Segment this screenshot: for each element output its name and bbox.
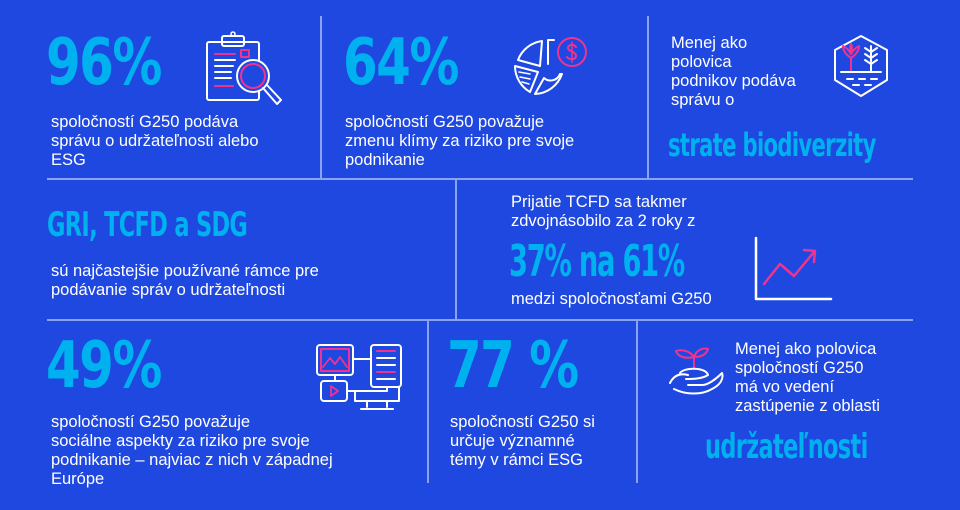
pie-chart-dollar-icon	[513, 37, 587, 95]
stat-description: spoločností G250 si určuje významné témy…	[450, 413, 595, 469]
trend-up-chart-icon	[754, 236, 833, 301]
stat-value: 77 %	[447, 329, 579, 403]
plants-hexagon-icon	[834, 35, 888, 97]
clipboard-magnifier-icon	[206, 31, 282, 105]
stat-footer: medzi spoločnosťami G250	[511, 290, 712, 308]
devices-network-icon	[316, 344, 402, 410]
stat-value: 96%	[46, 26, 162, 100]
divider-c2-c3	[647, 16, 649, 178]
stat-value: 64%	[343, 26, 459, 100]
stat-description: spoločností G250 považuje sociálne aspek…	[51, 413, 333, 488]
divider-c4-c5	[455, 180, 457, 319]
stat-value: 49%	[46, 329, 162, 403]
divider-row2	[47, 319, 913, 321]
stat-intro: Menej ako polovica podnikov podáva správ…	[671, 34, 796, 109]
stat-description: spoločností G250 považuje zmenu klímy za…	[345, 113, 575, 169]
stat-description: sú najčastejšie používané rámce pre podá…	[51, 262, 319, 299]
divider-c1-c2	[320, 16, 322, 178]
divider-row1	[47, 178, 913, 180]
hand-sprout-icon	[669, 347, 724, 395]
stat-highlight: strate biodiverzity	[668, 126, 876, 164]
stat-highlight: udržateľnosti	[705, 427, 868, 467]
stat-description: spoločností G250 podáva správu o udržate…	[51, 113, 259, 169]
stat-intro: Menej ako polovica spoločností G250 má v…	[735, 340, 880, 415]
divider-c6-c7	[427, 321, 429, 483]
divider-c7-c8	[636, 321, 638, 483]
stat-intro: Prijatie TCFD sa takmer zdvojnásobilo za…	[511, 193, 696, 230]
stat-value: 37% na 61%	[509, 236, 685, 287]
stat-value: GRI, TCFD a SDG	[47, 205, 248, 245]
